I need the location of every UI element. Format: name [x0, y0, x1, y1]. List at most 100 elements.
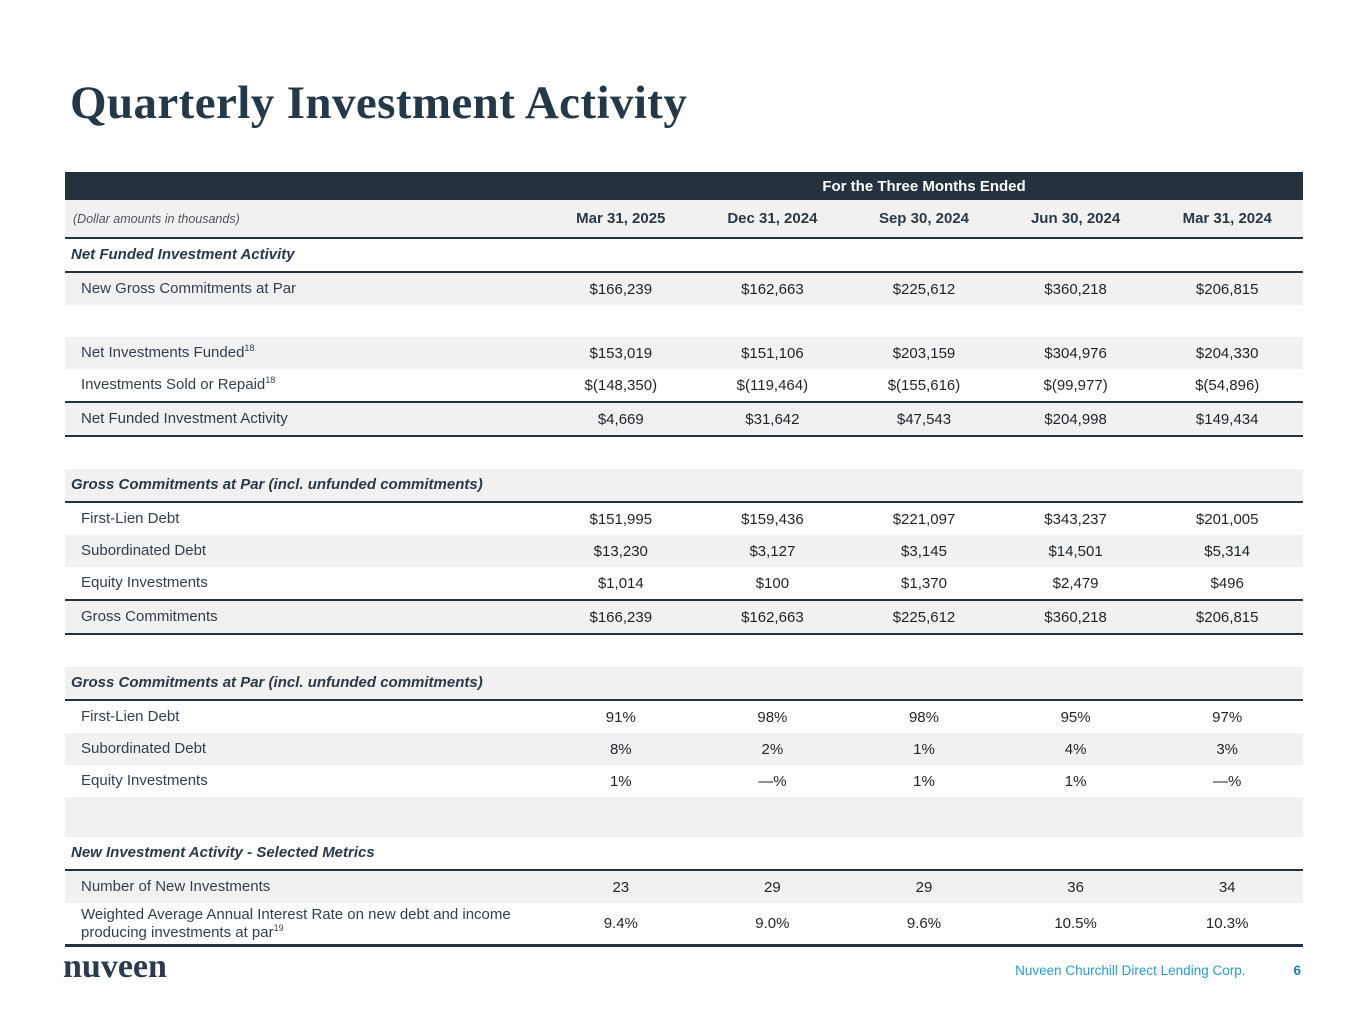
cell-value: —% [758, 772, 787, 790]
company-name: Nuveen Churchill Direct Lending Corp. [1015, 962, 1246, 978]
cell-value: $159,436 [741, 510, 804, 528]
cell-value: 10.5% [1054, 915, 1097, 932]
footnote-ref: 18 [265, 375, 276, 386]
table-period-banner: For the Three Months Ended [65, 172, 1303, 200]
row-label: Equity Investments [81, 772, 208, 790]
cell-value: $(155,616) [887, 376, 961, 394]
cell-value: $151,995 [589, 510, 653, 528]
cell-value: $225,612 [892, 280, 956, 298]
row-label: First-Lien Debt [81, 510, 180, 528]
row-label: Equity Investments [81, 574, 208, 592]
cell-value: $13,230 [593, 542, 648, 560]
cell-value: $162,663 [741, 280, 804, 298]
cell-value: 23 [612, 878, 630, 896]
cell-value: 98% [908, 708, 939, 726]
page-number: 6 [1293, 962, 1301, 978]
cell-value: $166,239 [589, 608, 653, 626]
cell-value: 2% [761, 740, 784, 758]
total-row: Gross Commitments $166,239 $162,663 $225,61… [65, 599, 1303, 635]
cell-value: —% [1213, 772, 1242, 790]
cell-value: $203,159 [892, 344, 956, 362]
cell-value: $1,014 [597, 574, 644, 592]
cell-value: 97% [1212, 708, 1243, 726]
column-header: Mar 31, 2024 [1182, 210, 1272, 227]
cell-value: $31,642 [745, 410, 800, 428]
footer: nuveen Nuveen Churchill Direct Lending C… [63, 950, 1301, 984]
cell-value: 8% [609, 740, 632, 758]
cell-value: 3% [1216, 740, 1239, 758]
cell-value: $360,218 [1044, 280, 1107, 298]
footer-right: Nuveen Churchill Direct Lending Corp. 6 [1015, 957, 1301, 978]
row-label: Gross Commitments at Par (incl. unfunded… [71, 476, 483, 494]
cell-value: 34 [1218, 878, 1236, 896]
table-row: Investments Sold or Repaid18 $(148,350) $(… [65, 369, 1303, 401]
cell-value: $(148,350) [584, 376, 658, 394]
cell-value: $47,543 [896, 410, 952, 428]
row-label: Investments Sold or Repaid18 [81, 375, 276, 394]
cell-value: 1% [1064, 772, 1087, 790]
nuveen-logo: nuveen [63, 948, 167, 985]
table-row: New Gross Commitments at Par $166,239 $162… [65, 273, 1303, 305]
table-row: Equity Investments 1% —% 1% 1% —% [65, 765, 1303, 797]
cell-value: 29 [764, 878, 781, 896]
table-row: Weighted Average Annual Interest Rate on… [65, 903, 1303, 944]
cell-value: 10.3% [1205, 915, 1249, 932]
cell-value: $5,314 [1204, 542, 1251, 560]
cell-value: $(99,977) [1043, 376, 1108, 394]
cell-value: $360,218 [1044, 608, 1107, 626]
spacer-row [65, 437, 1303, 469]
row-label: New Investment Activity - Selected Metri… [71, 844, 375, 862]
cell-value: 1% [609, 772, 632, 790]
column-header: Dec 31, 2024 [727, 210, 818, 227]
cell-value: $204,998 [1044, 410, 1107, 428]
cell-value: $206,815 [1195, 280, 1259, 298]
table-row: First-Lien Debt 91% 98% 98% 95% 97% [65, 701, 1303, 733]
period-banner-label: For the Three Months Ended [822, 177, 1026, 195]
row-label: Gross Commitments at Par (incl. unfunded… [71, 674, 483, 692]
column-header: Sep 30, 2024 [878, 210, 970, 227]
total-row: Net Funded Investment Activity $4,669 $31,… [65, 401, 1303, 437]
cell-value: $3,127 [749, 542, 796, 560]
row-label: Gross Commitments [81, 608, 218, 626]
cell-value: 91% [605, 708, 636, 726]
cell-value: $14,501 [1048, 542, 1103, 560]
column-header: Jun 30, 2024 [1030, 210, 1121, 227]
cell-value: 4% [1064, 740, 1087, 758]
cell-value: 9.6% [906, 915, 942, 932]
cell-value: 9.0% [755, 915, 790, 932]
spacer-row [65, 305, 1303, 337]
cell-value: $225,612 [892, 608, 956, 626]
cell-value: $162,663 [741, 608, 804, 626]
row-label: Number of New Investments [81, 878, 271, 896]
cell-value: 36 [1067, 878, 1084, 896]
cell-value: 95% [1060, 708, 1091, 726]
section-header-row: New Investment Activity - Selected Metri… [65, 837, 1303, 871]
cell-value: $206,815 [1195, 608, 1259, 626]
row-label: Subordinated Debt [81, 542, 207, 560]
row-label: Net Investments Funded18 [81, 343, 255, 362]
cell-value: $496 [1210, 574, 1244, 592]
cell-value: $221,097 [892, 510, 956, 528]
cell-value: $100 [755, 574, 790, 592]
table-row: First-Lien Debt $151,995 $159,436 $221,097 $… [65, 503, 1303, 535]
cell-value: $(119,464) [736, 376, 809, 394]
table-row: Subordinated Debt $13,230 $3,127 $3,145 $14,… [65, 535, 1303, 567]
row-label: Net Funded Investment Activity [71, 246, 295, 264]
footnote-ref: 18 [244, 343, 255, 354]
cell-value: 29 [915, 878, 933, 896]
cell-value: $166,239 [589, 280, 653, 298]
table-row: Equity Investments $1,014 $100 $1,370 $2,479… [65, 567, 1303, 599]
table-row: Number of New Investments 23 29 29 36 34 [65, 871, 1303, 903]
cell-value: $343,237 [1044, 510, 1107, 528]
section-header-row: Gross Commitments at Par (incl. unfunded… [65, 667, 1303, 701]
row-label: New Gross Commitments at Par [81, 280, 297, 298]
table-row: Net Investments Funded18 $153,019 $151,106… [65, 337, 1303, 369]
spacer-row [65, 797, 1303, 837]
cell-value: $3,145 [901, 542, 947, 560]
row-label: First-Lien Debt [81, 708, 180, 726]
cell-value: 98% [757, 708, 788, 726]
spacer-row [65, 635, 1303, 667]
cell-value: $151,106 [741, 344, 804, 362]
cell-value: $4,669 [597, 410, 644, 428]
section-header-row: Net Funded Investment Activity [65, 239, 1303, 273]
